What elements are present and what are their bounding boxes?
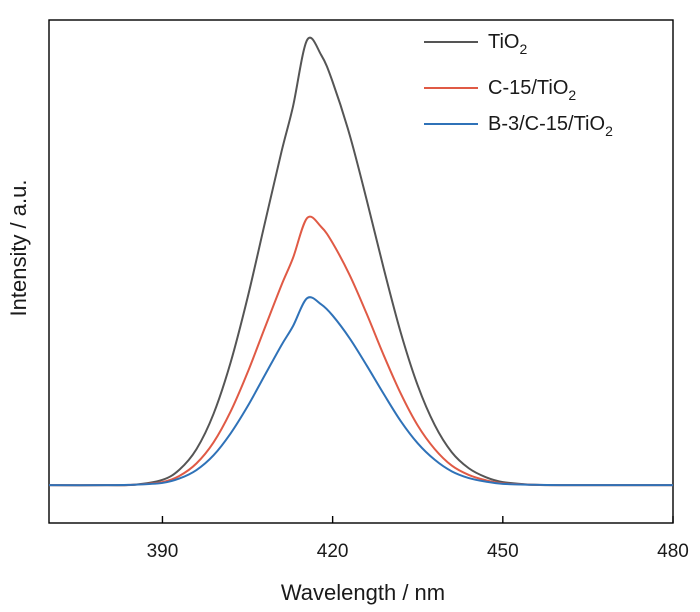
x-axis-ticks: 390 420 450 480 [147, 516, 689, 562]
series-line-1 [48, 36, 673, 487]
plot-area: 390 420 450 480 [48, 19, 689, 562]
legend-label-1: TiO2 [488, 31, 527, 57]
x-axis-title: Wavelength / nm [281, 580, 445, 605]
legend-label-2: C-15/TiO2 [488, 77, 576, 103]
plot-frame [48, 19, 674, 524]
x-tick-label: 420 [317, 541, 349, 562]
series-layer [48, 36, 673, 487]
series-line-2 [48, 215, 673, 487]
x-tick-label: 480 [657, 541, 689, 562]
series-line-3 [48, 296, 673, 487]
y-axis-title: Intensity / a.u. [6, 180, 31, 317]
legend: TiO2 C-15/TiO2 B-3/C-15/TiO2 [424, 31, 613, 139]
x-tick-label: 450 [487, 541, 519, 562]
legend-label-3: B-3/C-15/TiO2 [488, 113, 613, 139]
x-tick-label: 390 [147, 541, 179, 562]
